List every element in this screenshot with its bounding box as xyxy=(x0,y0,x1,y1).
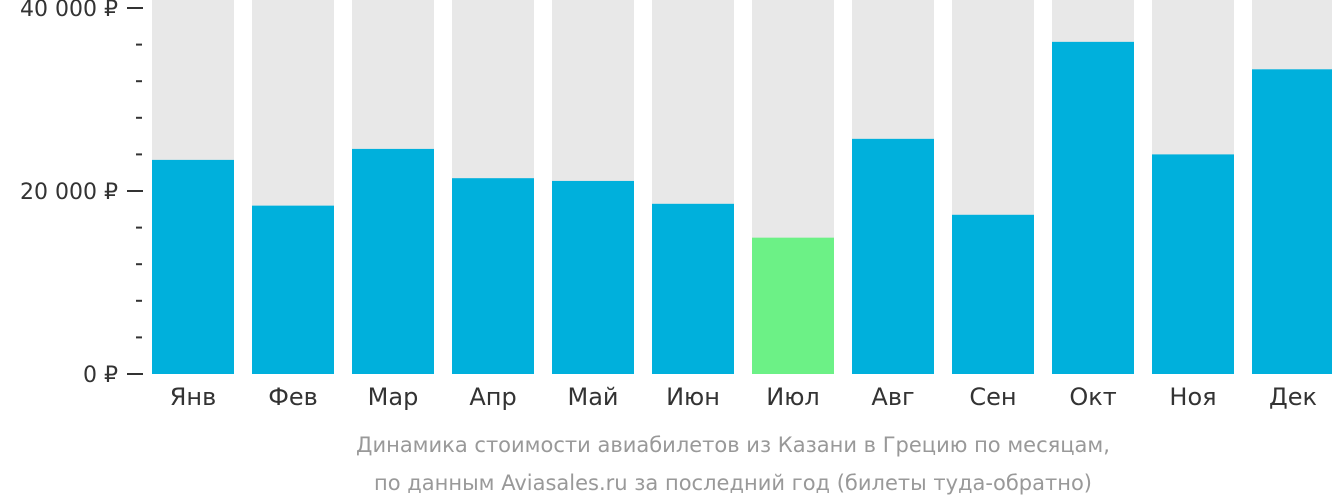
bar-10 xyxy=(1152,154,1234,374)
bar-2 xyxy=(352,148,434,374)
x-tick-label-11: Дек xyxy=(1269,383,1317,411)
x-tick-label-0: Янв xyxy=(170,383,217,411)
bar-6 xyxy=(752,237,834,374)
y-axis: 0 ₽ 20 000 ₽ 40 000 ₽ xyxy=(20,0,143,388)
bar-8 xyxy=(952,214,1034,374)
bar-11 xyxy=(1252,69,1332,375)
x-tick-label-1: Фев xyxy=(268,383,318,411)
bar-3 xyxy=(452,178,534,374)
bar-4 xyxy=(552,180,634,374)
x-tick-label-7: Авг xyxy=(871,383,914,411)
x-tick-label-5: Июн xyxy=(666,383,720,411)
x-tick-label-3: Апр xyxy=(469,383,516,411)
x-tick-label-6: Июл xyxy=(766,383,820,411)
bars xyxy=(152,41,1332,375)
bar-0 xyxy=(152,159,234,374)
bar-7 xyxy=(852,138,934,374)
x-tick-label-8: Сен xyxy=(969,383,1016,411)
bar-5 xyxy=(652,203,734,374)
caption-line-2: по данным Aviasales.ru за последний год … xyxy=(374,471,1092,495)
x-tick-label-2: Мар xyxy=(368,383,419,411)
x-axis-labels: Янв Фев Мар Апр Май Июн Июл Авг Сен Окт Ноя Дек xyxy=(170,383,1317,411)
x-tick-label-9: Окт xyxy=(1069,383,1116,411)
caption-line-1: Динамика стоимости авиабилетов из Казани… xyxy=(356,433,1110,457)
bar-1 xyxy=(252,205,334,374)
y-tick-label-0: 0 ₽ xyxy=(83,363,118,388)
bar-chart: 0 ₽ 20 000 ₽ 40 000 ₽ Янв Фев Мар Апр Май Июн Ию… xyxy=(20,0,1332,411)
x-tick-label-10: Ноя xyxy=(1169,383,1216,411)
bar-9 xyxy=(1052,41,1134,374)
y-tick-label-2: 40 000 ₽ xyxy=(20,0,118,22)
y-tick-label-1: 20 000 ₽ xyxy=(20,180,118,205)
x-tick-label-4: Май xyxy=(567,383,618,411)
chart-caption: Динамика стоимости авиабилетов из Казани… xyxy=(0,426,1332,502)
